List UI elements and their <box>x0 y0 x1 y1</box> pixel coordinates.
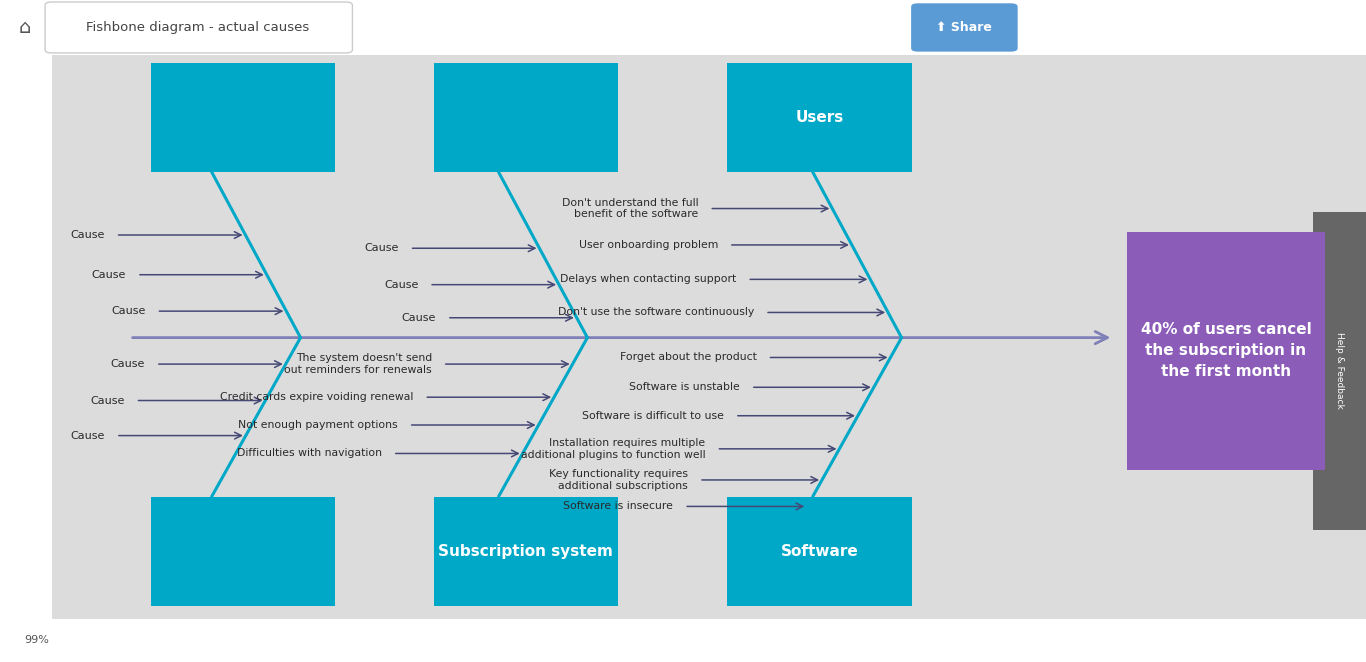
FancyBboxPatch shape <box>434 496 617 606</box>
FancyBboxPatch shape <box>727 496 912 606</box>
Text: Cause: Cause <box>111 306 146 316</box>
Text: Fishbone diagram - actual causes: Fishbone diagram - actual causes <box>86 21 310 34</box>
Text: The system doesn't send
out reminders for renewals: The system doesn't send out reminders fo… <box>284 354 432 375</box>
Text: Software: Software <box>781 544 858 559</box>
Text: Cause: Cause <box>71 230 105 240</box>
Text: Cause: Cause <box>402 312 436 323</box>
Text: 40% of users cancel
the subscription in
the first month: 40% of users cancel the subscription in … <box>1141 322 1311 379</box>
Text: ⬆ Share: ⬆ Share <box>937 21 992 34</box>
Text: Subscription system: Subscription system <box>438 544 613 559</box>
FancyBboxPatch shape <box>434 63 617 172</box>
Text: Difficulties with navigation: Difficulties with navigation <box>236 448 382 459</box>
FancyBboxPatch shape <box>1127 232 1325 470</box>
Text: Cause: Cause <box>365 243 399 254</box>
Text: Help & Feedback: Help & Feedback <box>1335 332 1344 409</box>
Text: Don't understand the full
benefit of the software: Don't understand the full benefit of the… <box>561 198 698 219</box>
Text: Credit cards expire voiding renewal: Credit cards expire voiding renewal <box>220 392 414 402</box>
FancyBboxPatch shape <box>0 0 1366 55</box>
Text: ⌂: ⌂ <box>18 18 31 37</box>
FancyBboxPatch shape <box>150 63 336 172</box>
Text: Forget about the product: Forget about the product <box>620 352 757 363</box>
FancyBboxPatch shape <box>0 619 1366 662</box>
FancyBboxPatch shape <box>727 63 912 172</box>
Text: Key functionality requires
additional subscriptions: Key functionality requires additional su… <box>549 469 688 491</box>
FancyBboxPatch shape <box>45 2 352 53</box>
Text: Software is unstable: Software is unstable <box>630 382 740 393</box>
Text: Delays when contacting support: Delays when contacting support <box>560 274 736 285</box>
Text: Cause: Cause <box>384 279 418 290</box>
FancyBboxPatch shape <box>150 496 336 606</box>
Text: 99%: 99% <box>25 636 49 645</box>
Text: Don't use the software continuously: Don't use the software continuously <box>557 307 754 318</box>
Text: Cause: Cause <box>92 269 126 280</box>
Text: Software is difficult to use: Software is difficult to use <box>582 410 724 421</box>
Text: Cause: Cause <box>90 395 124 406</box>
Text: Not enough payment options: Not enough payment options <box>238 420 398 430</box>
Text: Installation requires multiple
additional plugins to function well: Installation requires multiple additiona… <box>520 438 705 459</box>
Text: Software is insecure: Software is insecure <box>564 501 673 512</box>
FancyBboxPatch shape <box>1313 212 1366 530</box>
FancyBboxPatch shape <box>0 55 52 619</box>
Text: User onboarding problem: User onboarding problem <box>579 240 719 250</box>
FancyBboxPatch shape <box>911 3 1018 52</box>
Text: Users: Users <box>795 110 844 125</box>
Text: Cause: Cause <box>111 359 145 369</box>
Text: Cause: Cause <box>71 430 105 441</box>
